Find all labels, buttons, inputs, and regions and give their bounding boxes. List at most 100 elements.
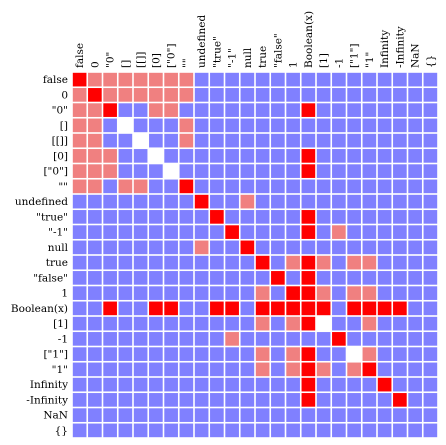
heatmap-cell [408,164,422,178]
heatmap-cell [225,149,239,163]
heatmap-cell [408,332,422,346]
heatmap-cell [271,133,285,148]
heatmap-cell [362,88,377,102]
heatmap-cell [347,164,361,178]
column-label: ["0"] [166,43,178,68]
heatmap-cell [179,286,194,300]
heatmap-cell [103,362,117,377]
heatmap-cell [423,164,438,178]
heatmap-cell [72,118,87,133]
heatmap-cell [164,88,178,102]
heatmap-cell [271,255,285,270]
heatmap-cell [362,164,377,178]
heatmap-cell [271,362,285,377]
heatmap-cell [423,316,438,331]
heatmap-cell [210,149,224,163]
heatmap-cell [423,194,438,209]
heatmap-cell [423,240,438,255]
heatmap-cell [210,179,224,194]
heatmap-cell [347,301,361,316]
heatmap-cell [301,194,316,209]
heatmap-cell [72,164,87,178]
heatmap-cell [164,255,178,270]
heatmap-cell [255,118,270,133]
row-label: "1" [52,364,68,376]
heatmap-cell [286,240,300,255]
column-label: "true" [211,36,223,68]
heatmap-cell [118,393,133,407]
heatmap-cell [286,255,300,270]
heatmap-cell [149,316,163,331]
heatmap-cell [362,72,377,87]
heatmap-cell [408,133,422,148]
heatmap-cell [393,271,407,285]
heatmap-cell [347,393,361,407]
heatmap-cell [240,240,255,255]
heatmap-cell [149,179,163,194]
heatmap-cell [347,118,361,133]
heatmap-cell [362,194,377,209]
heatmap-cell [286,332,300,346]
heatmap-cell [332,332,346,346]
heatmap-cell [347,271,361,285]
heatmap-cell [301,393,316,407]
heatmap-cell [377,271,392,285]
heatmap-cell [316,362,331,377]
heatmap-cell [118,72,133,87]
heatmap-cell [332,133,346,148]
heatmap-cell [271,271,285,285]
heatmap-cell [240,286,255,300]
heatmap-cell [393,316,407,331]
column-label: undefined [196,15,208,68]
heatmap-cell [72,72,87,87]
heatmap-cell [210,103,224,117]
heatmap-cell [332,149,346,163]
heatmap-cell [225,225,239,239]
heatmap-cell [225,179,239,194]
heatmap-cell [408,393,422,407]
heatmap-cell [225,423,239,438]
heatmap-cell [316,255,331,270]
heatmap-cell [179,210,194,224]
heatmap-cell [347,316,361,331]
heatmap-cell [103,255,117,270]
heatmap-cell [210,72,224,87]
heatmap-cell [362,240,377,255]
heatmap-cell [88,103,102,117]
heatmap-cell [194,149,209,163]
heatmap-cell [332,240,346,255]
heatmap-cell [88,149,102,163]
heatmap-cell [423,362,438,377]
heatmap-cell [332,210,346,224]
heatmap-cell [240,347,255,361]
heatmap-cell [103,347,117,361]
heatmap-cell [225,133,239,148]
heatmap-cell [316,149,331,163]
heatmap-cell [271,225,285,239]
heatmap-cell [240,179,255,194]
heatmap-cell [88,408,102,422]
heatmap-cell [408,255,422,270]
column-label: ["1"] [349,43,361,68]
heatmap-cell [149,88,163,102]
heatmap-cell [286,423,300,438]
heatmap-cell [301,377,316,392]
heatmap-cell [423,149,438,163]
heatmap-cell [240,408,255,422]
heatmap-cell [194,316,209,331]
heatmap-cell [347,72,361,87]
heatmap-cell [377,408,392,422]
heatmap-cell [271,347,285,361]
heatmap-cell [377,393,392,407]
heatmap-cell [255,347,270,361]
heatmap-cell [133,316,148,331]
heatmap-cell [316,88,331,102]
heatmap-cell [271,210,285,224]
heatmap-cell [393,133,407,148]
heatmap-cell [210,286,224,300]
heatmap-cell [393,423,407,438]
heatmap-cell [393,88,407,102]
heatmap-cell [103,301,117,316]
heatmap-cell [149,225,163,239]
heatmap-cell [133,194,148,209]
